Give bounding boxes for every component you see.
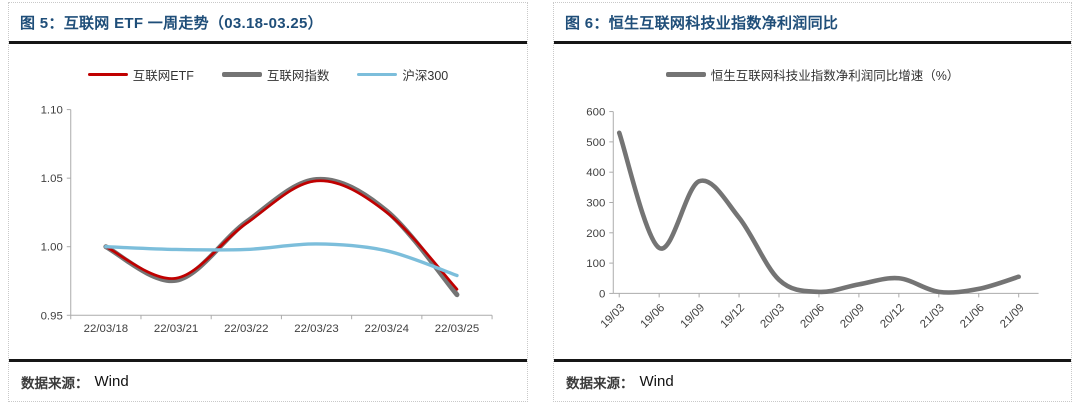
x-tick-label: 22/03/24 xyxy=(365,323,410,335)
x-tick-label: 20/12 xyxy=(878,302,907,331)
x-tick-label: 21/09 xyxy=(998,302,1027,331)
y-tick-label: 0.95 xyxy=(41,310,63,322)
y-tick-label: 1.10 xyxy=(41,105,63,117)
x-tick-label: 19/03 xyxy=(599,302,628,331)
y-tick-label: 300 xyxy=(586,197,605,209)
figure5-panel: 图 5：互联网 ETF 一周走势（03.18-03.25） 22/03/18 22… xyxy=(8,2,528,402)
x-tick-label: 19/06 xyxy=(639,302,668,331)
x-tick-label: 20/09 xyxy=(838,302,867,331)
series-line xyxy=(104,179,459,291)
y-tick-label: 600 xyxy=(586,107,605,119)
x-tick-label: 22/03/22 xyxy=(224,323,268,335)
y-tick-label: 1.00 xyxy=(41,242,63,254)
y-tick-label: 500 xyxy=(586,137,605,149)
y-tick-label: 400 xyxy=(586,167,605,179)
figure6-plot: 19/03 19/06 19/09 19/12 20/03 20/06 20/09 20/12… xyxy=(586,107,1039,331)
figure6-source: 数据来源： Wind xyxy=(554,359,1071,401)
figure6-chart-area: 19/03 19/06 19/09 19/12 20/03 20/06 20/09 20/12… xyxy=(554,44,1071,359)
series-line xyxy=(104,242,459,278)
x-tick-label: 21/06 xyxy=(958,302,987,331)
x-tick-label: 22/03/21 xyxy=(154,323,198,335)
figure5-chart-area: 22/03/18 22/03/21 22/03/22 22/03/23 22/03/24… xyxy=(9,44,527,359)
x-tick-label: 20/06 xyxy=(798,302,827,331)
source-label: 数据来源： xyxy=(21,375,89,391)
figure5-title: 图 5：互联网 ETF 一周走势（03.18-03.25） xyxy=(9,3,527,44)
y-tick-label: 1.05 xyxy=(41,173,63,185)
source-label: 数据来源： xyxy=(566,375,634,391)
y-tick-label: 100 xyxy=(586,258,605,270)
figure5-plot: 22/03/18 22/03/21 22/03/22 22/03/23 22/03/24… xyxy=(41,105,493,335)
y-tick-label: 0 xyxy=(599,288,605,300)
source-value: Wind xyxy=(94,373,129,390)
figure6-title: 图 6：恒生互联网科技业指数净利润同比 xyxy=(554,3,1071,44)
x-tick-label: 22/03/23 xyxy=(294,323,338,335)
figure6-panel: 图 6：恒生互联网科技业指数净利润同比 19/03 19/06 19/09 19/12… xyxy=(553,2,1072,402)
figure5-source: 数据来源： Wind xyxy=(9,359,527,401)
y-tick-label: 200 xyxy=(586,228,605,240)
source-value: Wind xyxy=(639,373,674,390)
x-tick-label: 21/03 xyxy=(918,302,947,331)
series-line xyxy=(616,130,1021,295)
x-tick-label: 19/12 xyxy=(718,302,747,331)
x-tick-label: 22/03/25 xyxy=(435,323,479,335)
x-tick-label: 19/09 xyxy=(679,302,708,331)
x-tick-label: 22/03/18 xyxy=(84,323,128,335)
x-tick-label: 20/03 xyxy=(758,302,787,331)
